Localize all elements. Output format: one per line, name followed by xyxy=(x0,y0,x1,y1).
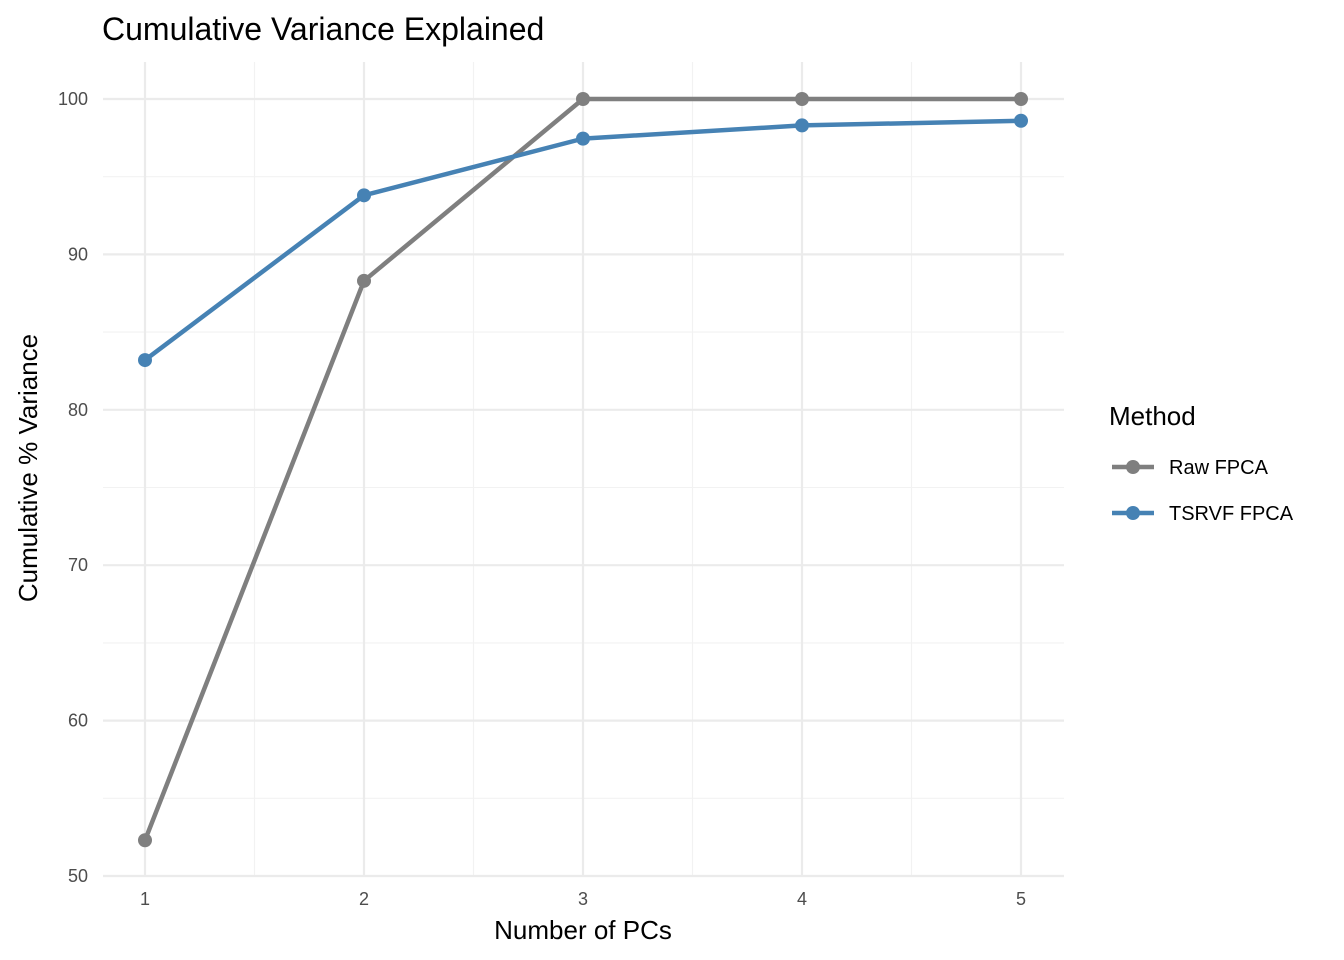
x-tick-label: 4 xyxy=(797,889,807,909)
y-axis-title: Cumulative % Variance xyxy=(13,334,43,602)
x-tick-label: 3 xyxy=(578,889,588,909)
legend: Method Raw FPCA TSRVF FPCA xyxy=(1109,401,1294,525)
y-tick-label: 100 xyxy=(58,89,88,109)
legend-label: TSRVF FPCA xyxy=(1169,503,1294,525)
data-point xyxy=(138,833,152,848)
y-tick-label: 60 xyxy=(68,711,88,731)
y-tick-label: 80 xyxy=(68,400,88,420)
legend-item: Raw FPCA xyxy=(1112,457,1269,479)
legend-key-point xyxy=(1126,506,1140,520)
data-point xyxy=(795,118,809,133)
y-axis-ticks: 50 60 70 80 90 100 xyxy=(58,89,88,886)
data-point xyxy=(1014,113,1028,128)
legend-title: Method xyxy=(1109,401,1196,431)
y-tick-label: 70 xyxy=(68,555,88,575)
data-point xyxy=(138,353,152,368)
data-point xyxy=(576,92,590,106)
legend-key-point xyxy=(1126,460,1140,474)
x-axis-title: Number of PCs xyxy=(494,915,672,945)
x-tick-label: 1 xyxy=(140,889,150,909)
x-axis-ticks: 1 2 3 4 5 xyxy=(140,889,1026,909)
grid xyxy=(103,62,1064,878)
data-point xyxy=(357,188,371,203)
legend-item: TSRVF FPCA xyxy=(1112,503,1294,525)
series-raw-fpca xyxy=(138,92,1028,848)
data-point xyxy=(1014,92,1028,106)
legend-label: Raw FPCA xyxy=(1169,457,1269,479)
chart-title: Cumulative Variance Explained xyxy=(102,11,544,47)
x-tick-label: 5 xyxy=(1016,889,1026,909)
x-tick-label: 2 xyxy=(359,889,369,909)
series-layer xyxy=(138,92,1028,848)
data-point xyxy=(795,92,809,106)
y-tick-label: 50 xyxy=(68,866,88,886)
data-point xyxy=(357,273,371,288)
data-point xyxy=(576,131,590,146)
y-tick-label: 90 xyxy=(68,244,88,264)
series-tsrvf-fpca xyxy=(138,113,1028,368)
